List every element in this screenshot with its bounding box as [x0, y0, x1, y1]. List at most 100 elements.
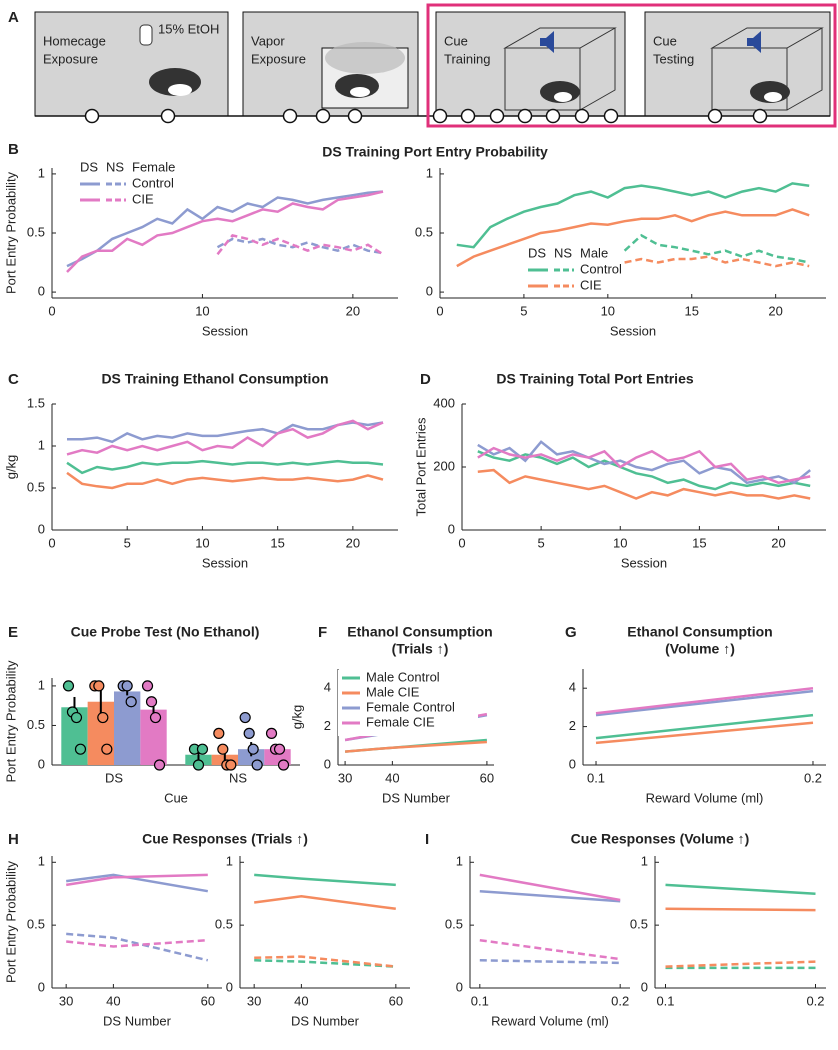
stage-label: Testing [653, 51, 694, 66]
legend-header: DS [80, 159, 98, 174]
x-tick-label: 5 [520, 303, 527, 318]
legend-label: Female Control [366, 699, 455, 714]
x-axis-label: DS Number [103, 1013, 172, 1028]
data-point [149, 711, 162, 724]
timeline-dot [160, 108, 176, 124]
data-point [121, 680, 133, 692]
y-axis-label: g/kg [289, 705, 304, 730]
timeline-dot [603, 108, 619, 124]
x-tick-label: 20 [771, 535, 785, 550]
y-tick-label: 0 [324, 756, 331, 771]
series-line [624, 255, 810, 268]
chart-title: Cue Probe Test (No Ethanol) [71, 624, 260, 640]
y-tick-label: 1 [426, 165, 433, 180]
y-tick-label: 0 [641, 979, 648, 994]
series-line [595, 686, 814, 715]
chart-title: Cue Responses (Volume ↑) [571, 831, 750, 847]
data-point [273, 743, 286, 755]
data-point [74, 743, 87, 755]
x-tick-label: 30 [338, 770, 352, 785]
data-point [153, 759, 166, 771]
series-line [595, 721, 814, 745]
legend-header: Female [132, 159, 175, 174]
stage-label: Vapor [251, 33, 285, 48]
x-tick-label: 15 [270, 535, 284, 550]
y-axis-label: Port Entry Probability [3, 860, 18, 983]
series-line [456, 182, 810, 249]
panel-label: E [8, 624, 18, 641]
x-tick-label: 20 [768, 303, 782, 318]
series-line [66, 190, 384, 273]
y-tick-label: 0 [38, 756, 45, 771]
data-point [97, 711, 109, 724]
series-line [477, 440, 811, 485]
legend-header: DS [528, 245, 546, 260]
timeline-dot [517, 108, 533, 124]
chart-title: (Trials ↑) [392, 641, 449, 657]
y-tick-label: 1 [641, 854, 648, 869]
x-tick-label: 15 [685, 303, 699, 318]
data-point [125, 696, 137, 708]
stage-label: Cue [653, 33, 677, 48]
legend-label: Control [580, 261, 622, 276]
x-tick-label: 10 [601, 303, 615, 318]
legend-header: NS [554, 245, 572, 260]
series-line [344, 740, 487, 753]
chart-title: Ethanol Consumption [627, 624, 772, 640]
x-tick-label: 0.1 [656, 993, 674, 1008]
series-line [216, 237, 384, 255]
x-axis-label: Session [202, 323, 248, 338]
series-line [66, 471, 384, 490]
y-axis-label: Port Entry Probability [3, 660, 18, 783]
legend-label: Control [132, 175, 174, 190]
stage-box [435, 11, 626, 117]
x-tick-label: 40 [385, 770, 399, 785]
stage-box [34, 11, 229, 117]
legend-box [338, 670, 478, 736]
data-point [93, 680, 105, 692]
series-line [66, 873, 209, 893]
panel-label: B [8, 141, 19, 158]
legend-label: CIE [580, 277, 602, 292]
y-tick-label: 0.5 [215, 917, 233, 932]
panel-label: G [565, 624, 577, 641]
series-line [456, 208, 810, 268]
timeline-dot [315, 108, 331, 124]
x-tick-label: 20 [346, 535, 360, 550]
x-tick-label: 60 [389, 993, 403, 1008]
y-tick-label: 0 [38, 284, 45, 299]
series-line [66, 932, 209, 962]
panel-label: D [420, 371, 431, 388]
x-tick-label: 10 [613, 535, 627, 550]
data-point [265, 727, 278, 739]
series-line [216, 234, 384, 256]
series-line [66, 190, 384, 268]
y-tick-label: 1 [456, 854, 463, 869]
x-tick-label: 5 [538, 535, 545, 550]
y-tick-label: 0.5 [415, 224, 433, 239]
x-axis-label: DS Number [291, 1013, 360, 1028]
x-axis-label: Session [621, 555, 667, 570]
timeline-dot [432, 108, 448, 124]
legend-header: Male [580, 245, 608, 260]
panel-label: C [8, 371, 19, 388]
x-tick-label: 0 [48, 535, 55, 550]
chart-title: DS Training Port Entry Probability [322, 144, 548, 160]
stage-label: Exposure [43, 51, 98, 66]
y-tick-label: 0 [226, 979, 233, 994]
data-point [62, 680, 75, 692]
x-tick-label: 10 [195, 535, 209, 550]
y-tick-label: 4 [569, 680, 576, 695]
panel-label: H [8, 831, 19, 848]
x-tick-label: 30 [247, 993, 261, 1008]
stage-label: Homecage [43, 33, 106, 48]
data-point [141, 680, 154, 692]
series-line [254, 959, 396, 968]
stage-box [644, 11, 831, 117]
y-tick-label: 0 [569, 756, 576, 771]
data-point [145, 696, 158, 708]
x-tick-label: 20 [346, 303, 360, 318]
x-tick-label: 15 [692, 535, 706, 550]
x-tick-label: 40 [294, 993, 308, 1008]
